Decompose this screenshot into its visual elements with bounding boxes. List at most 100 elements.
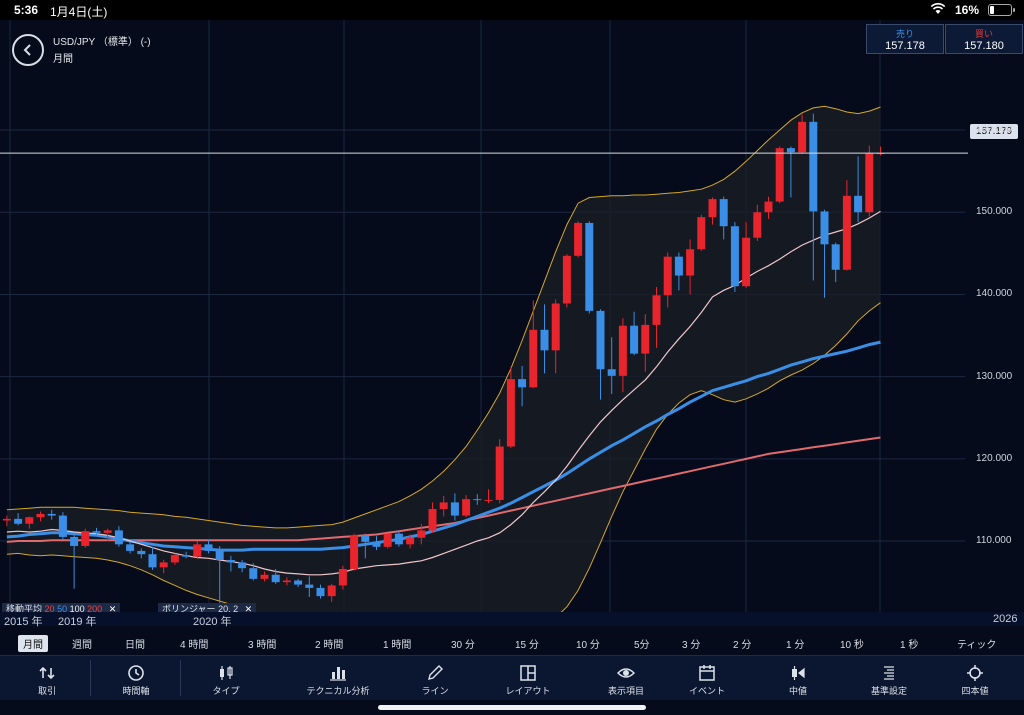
toolbar-label: テクニカル分析 <box>306 686 370 696</box>
toolbar-calendar-button[interactable]: イベント <box>685 656 729 701</box>
back-button[interactable] <box>12 34 44 66</box>
timeframe-12[interactable]: 2 分 <box>733 640 752 651</box>
toolbar-swap-arrows-button[interactable]: 取引 <box>20 656 74 701</box>
candle-body <box>383 533 392 547</box>
candle-body <box>674 256 683 276</box>
bollinger-band-fill <box>6 106 881 612</box>
toolbar-layout-button[interactable]: レイアウト <box>497 656 559 701</box>
candle-body <box>159 562 168 568</box>
timeframe-13[interactable]: 1 分 <box>786 640 805 651</box>
y-tick-label: 160.000 <box>976 124 1013 136</box>
candle-body <box>271 574 280 583</box>
y-tick-label: 110.000 <box>976 535 1012 547</box>
toolbar-candle-type-button[interactable]: タイプ <box>198 656 254 701</box>
status-date: 1月4日(土) <box>50 5 108 19</box>
candle-body <box>260 574 269 579</box>
candle-body <box>450 502 459 516</box>
overview-axis-label: 2019 年 <box>58 616 97 628</box>
timeframe-9[interactable]: 10 分 <box>576 640 600 651</box>
toolbar-mid-price-button[interactable]: 中値 <box>770 656 826 701</box>
candle-body <box>753 212 762 238</box>
toolbar-crosshair-button[interactable]: 四本値 <box>950 656 1000 701</box>
ma-period-50: 50 <box>57 604 68 614</box>
toolbar-label: 中値 <box>788 686 807 696</box>
candle-body <box>786 148 795 153</box>
candle-body <box>25 517 34 524</box>
candle-body <box>428 508 437 531</box>
candle-body <box>81 531 90 546</box>
candle-body <box>462 499 471 516</box>
toolbar-baseline-button[interactable]: 基準設定 <box>858 656 920 701</box>
candle-body <box>58 515 67 537</box>
timeframe-8[interactable]: 15 分 <box>515 640 539 651</box>
layout-icon <box>520 665 536 681</box>
candle-body <box>137 550 146 555</box>
candle-body <box>641 324 650 354</box>
candle-body <box>809 121 818 212</box>
candle-body <box>775 148 784 202</box>
candle-body <box>361 535 370 542</box>
toolbar-eye-button[interactable]: 表示項目 <box>590 656 662 701</box>
timeframe-1[interactable]: 週間 <box>72 640 92 651</box>
timeframe-7[interactable]: 30 分 <box>451 640 475 651</box>
candle-body <box>798 121 807 153</box>
candle-body <box>854 195 863 213</box>
timeframe-4[interactable]: 3 時間 <box>248 640 277 651</box>
candle-body <box>305 584 314 588</box>
timeframe-11[interactable]: 3 分 <box>682 640 701 651</box>
ma-period-100: 100 <box>69 604 85 614</box>
chart-area[interactable]: USD/JPY （標準） (-) 月間 売り 157.178 買い 157.18… <box>0 20 1024 632</box>
candle-body <box>831 244 840 270</box>
candle-body <box>238 562 247 569</box>
timeframe-3[interactable]: 4 時間 <box>180 640 209 651</box>
sell-quote-button[interactable]: 売り 157.178 <box>866 24 944 54</box>
ma-50-line <box>6 340 881 552</box>
timeframe-6[interactable]: 1 時間 <box>383 640 412 651</box>
bb-label: ボリンジャー <box>162 604 216 614</box>
candle-body <box>350 535 359 569</box>
candle-body <box>663 256 672 296</box>
mid-price-icon <box>792 666 805 680</box>
candle-body <box>551 303 560 351</box>
instrument-name: USD/JPY （標準） (-) <box>53 37 151 48</box>
timeframe-5[interactable]: 2 時間 <box>315 640 344 651</box>
battery-percentage: 16% <box>955 3 980 17</box>
timeframe-14[interactable]: 10 秒 <box>840 640 864 651</box>
toolbar-bar-chart-button[interactable]: テクニカル分析 <box>293 656 383 701</box>
candle-body <box>529 329 538 388</box>
candle-body <box>316 587 325 597</box>
price-chart[interactable] <box>0 20 1024 612</box>
toolbar-label: 取引 <box>37 686 56 696</box>
close-icon[interactable]: ✕ <box>108 604 117 614</box>
candle-body <box>686 249 695 276</box>
swap-arrows-icon <box>39 666 55 680</box>
timeframe-16[interactable]: ティック <box>957 640 997 651</box>
status-bar: 5:36 1月4日(土) 16% <box>0 0 1024 20</box>
toolbar-pencil-button[interactable]: ライン <box>412 656 458 701</box>
ma-100-line <box>6 436 881 543</box>
toolbar-clock-button[interactable]: 時間軸 <box>112 656 160 701</box>
close-icon[interactable]: ✕ <box>244 604 253 614</box>
candle-body <box>417 530 426 538</box>
sell-label: 売り <box>895 29 914 39</box>
home-indicator[interactable] <box>378 705 646 710</box>
candle-body <box>484 499 493 501</box>
toolbar-label: ライン <box>421 686 449 696</box>
chevron-left-icon <box>23 44 31 56</box>
eye-icon <box>617 668 635 678</box>
candle-body <box>249 568 258 579</box>
timeframe-0[interactable]: 月間 <box>18 635 48 652</box>
timeframe-2[interactable]: 日間 <box>125 640 145 651</box>
candle-body <box>327 585 336 597</box>
buy-quote-button[interactable]: 買い 157.180 <box>945 24 1023 54</box>
timeframe-10[interactable]: 5分 <box>634 640 650 651</box>
overview-axis-label: 2020 年 <box>193 616 232 628</box>
bottom-toolbar: 取引 時間軸 タイプ テクニカル分析 ライン レイアウト 表示項目 イベント 中値 基準設定 四本値 <box>0 655 1024 700</box>
timeframe-15[interactable]: 1 秒 <box>900 640 919 651</box>
bollinger-lower-line <box>6 302 881 612</box>
candle-body <box>730 226 739 287</box>
candle-body <box>204 544 213 551</box>
candle-body <box>742 237 751 287</box>
candle-body <box>607 369 616 376</box>
status-time: 5:36 <box>14 3 39 17</box>
